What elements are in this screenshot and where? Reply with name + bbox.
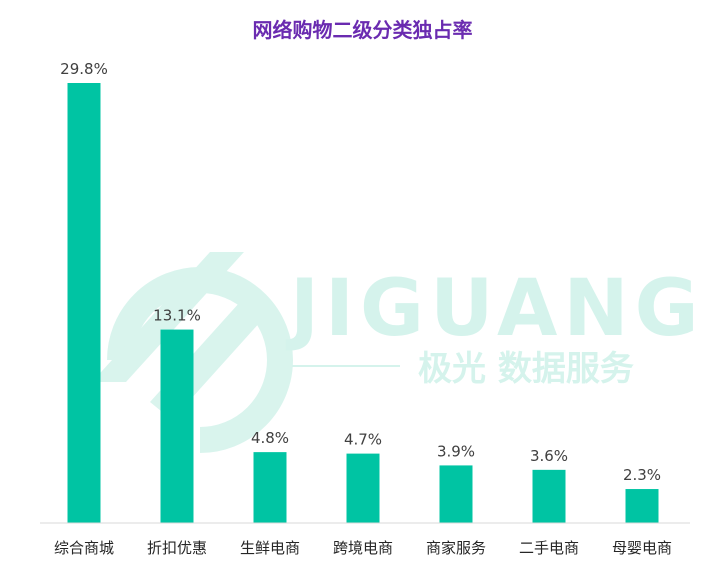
value-label-6: 3.6% [530,447,568,465]
category-label-2: 折扣优惠 [147,539,207,557]
bars [67,83,659,523]
category-label-5: 商家服务 [426,539,486,557]
watermark: JIGUANG 极光 数据服务 [92,252,705,453]
value-label-4: 4.7% [344,431,382,449]
bar-7 [625,489,659,523]
value-label-5: 3.9% [437,442,475,460]
value-label-3: 4.8% [251,429,289,447]
watermark-brand: JIGUANG [285,264,705,354]
value-label-7: 2.3% [623,466,661,484]
category-label-6: 二手电商 [519,539,579,557]
bar-3 [253,452,287,523]
value-label-2: 13.1% [153,307,201,325]
chart-title: 网络购物二级分类独占率 [252,18,473,42]
category-label-7: 母婴电商 [612,539,672,557]
bar-4 [346,453,380,523]
watermark-subtitle: 极光 数据服务 [418,349,634,389]
bar-6 [532,469,566,523]
category-label-4: 跨境电商 [333,539,393,557]
category-label-3: 生鲜电商 [240,539,300,557]
value-label-1: 29.8% [60,60,108,78]
category-label-1: 综合商城 [54,539,114,557]
bar-1 [67,83,101,523]
bar-5 [439,465,473,523]
labels: 29.8% 综合商城 13.1% 折扣优惠 4.8% 生鲜电商 4.7% 跨境电商 3.9% 商家… [54,60,672,557]
bar-2 [160,329,194,523]
